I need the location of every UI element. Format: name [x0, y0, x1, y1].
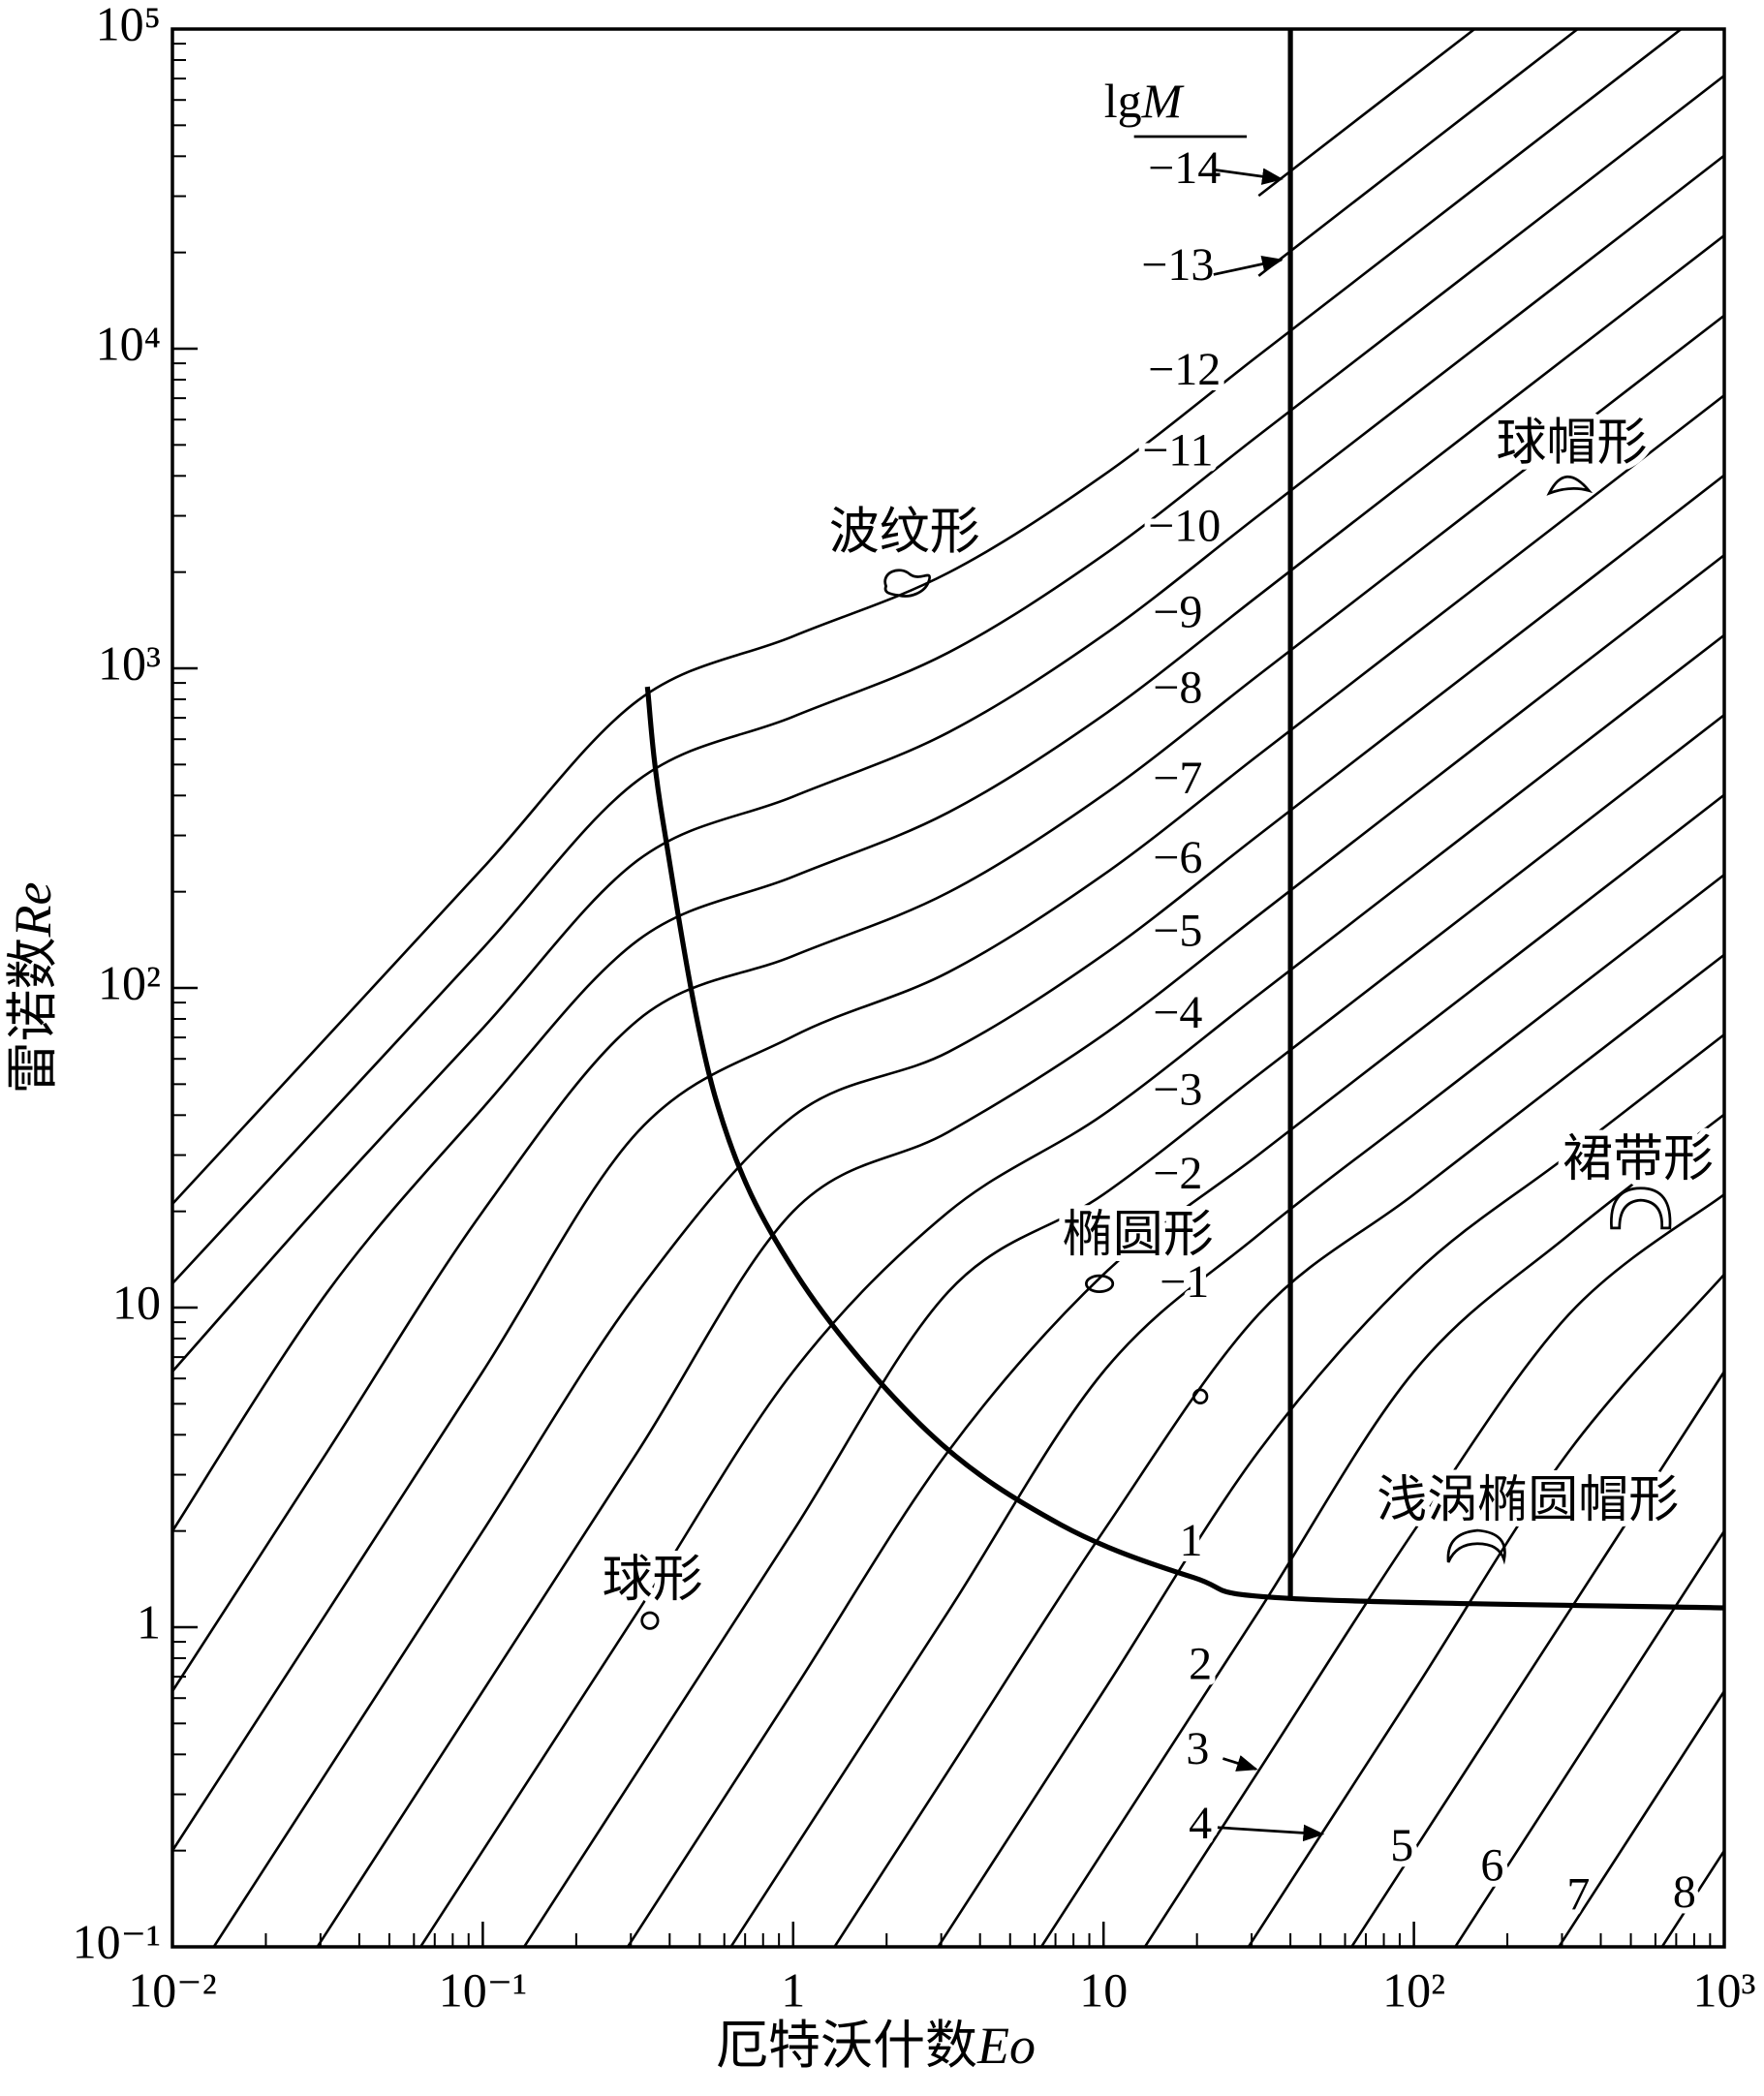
- arrow: [1213, 168, 1284, 185]
- curve-label: −2: [1153, 1148, 1202, 1199]
- header-text: lg: [1104, 74, 1142, 128]
- x-axis-title-var: Eo: [976, 2017, 1036, 2075]
- curve-label: −12: [1148, 344, 1221, 395]
- y-axis-title-var: Re: [4, 882, 62, 939]
- lgm-curve: [172, 75, 1724, 1284]
- arrow: [1213, 255, 1284, 276]
- lgm-curve: [728, 874, 1724, 1947]
- lgm-curve: [522, 714, 1724, 1947]
- curve-label: 6: [1480, 1840, 1503, 1892]
- lgm-curve: [1257, 29, 1477, 198]
- x-tick-label: 1: [781, 1962, 805, 2017]
- wobbly-icon: [883, 569, 931, 598]
- lgm-curve: [212, 474, 1724, 1947]
- cap-icon: [1546, 475, 1594, 496]
- lgm-curve: [1349, 1371, 1724, 1947]
- curve-label: 5: [1390, 1820, 1413, 1871]
- x-tick-label: 10²: [1382, 1962, 1445, 2017]
- y-tick-label: 10⁻¹: [73, 1914, 161, 1968]
- lgm-curve: [172, 314, 1724, 1692]
- region-label: 椭圆形: [1063, 1208, 1214, 1263]
- region-label: 波纹形: [829, 505, 980, 560]
- curve-label: −6: [1153, 832, 1202, 883]
- curve-label: −13: [1141, 239, 1214, 291]
- curve-label: 8: [1673, 1866, 1696, 1918]
- ellipse-icon: [1085, 1274, 1115, 1293]
- lgm-curve: [1557, 1690, 1724, 1947]
- region-label: 球形: [603, 1553, 703, 1608]
- regime-boundary: [644, 686, 1724, 1611]
- lgm-curve: [936, 1033, 1724, 1947]
- lgm-curve: [1039, 1113, 1724, 1947]
- curve-label: 4: [1189, 1798, 1212, 1849]
- curve-label: −9: [1153, 587, 1202, 638]
- lgm-curve: [418, 633, 1724, 1947]
- dimpled-cap-icon: [1446, 1528, 1506, 1565]
- x-tick-label: 10³: [1693, 1962, 1756, 2017]
- curve-label: −10: [1148, 501, 1221, 552]
- x-tick-label: 10⁻²: [128, 1962, 216, 2017]
- skirt-icon: [1610, 1187, 1672, 1230]
- curve-label: −1: [1160, 1256, 1209, 1308]
- curve-label: 1: [1180, 1515, 1203, 1566]
- lgm-curve: [172, 154, 1724, 1372]
- y-tick-label: 10: [112, 1275, 161, 1329]
- lgm-curve: [832, 953, 1724, 1947]
- curve-label: −8: [1153, 663, 1202, 714]
- x-axis-title-text: 厄特沃什数: [716, 2017, 977, 2075]
- curve-label: −5: [1153, 905, 1202, 956]
- curves: [172, 29, 1724, 1947]
- y-tick-label: 10²: [98, 955, 161, 1009]
- sphere-icon: [640, 1611, 660, 1630]
- y-axis-title-text: 雷诺数: [4, 937, 62, 1094]
- x-tick-label: 10: [1079, 1962, 1128, 2017]
- lgm-curve: [172, 234, 1724, 1532]
- region-label: 球帽形: [1496, 416, 1647, 472]
- lgm-curve: [626, 793, 1724, 1947]
- arrow: [1217, 1824, 1325, 1842]
- y-tick-label: 10⁴: [96, 316, 161, 370]
- lgm-curve: [172, 29, 1684, 1205]
- x-axis-title: 厄特沃什数Eo: [716, 2017, 1036, 2075]
- curve-label: 7: [1566, 1869, 1590, 1921]
- curve-label: 2: [1189, 1638, 1212, 1689]
- y-axis-title: 雷诺数Re: [4, 882, 62, 1094]
- region-label: 裙带形: [1563, 1132, 1714, 1187]
- region-label: 浅涡椭圆帽形: [1377, 1473, 1679, 1528]
- header-var: M: [1141, 74, 1185, 128]
- arrow: [1222, 1755, 1258, 1772]
- curve-label: −11: [1142, 425, 1213, 477]
- lgm-curve: [1257, 29, 1580, 277]
- curve-label: −4: [1153, 987, 1202, 1038]
- lgm-curve: [172, 394, 1724, 1852]
- decorations: [640, 135, 1672, 1842]
- lgm-curve: [1453, 1529, 1724, 1947]
- lgm-curve: [1660, 1849, 1724, 1947]
- x-tick-label: 10⁻¹: [439, 1962, 527, 2017]
- lgm-curve: [316, 554, 1724, 1947]
- y-tick-label: 10³: [98, 635, 161, 690]
- y-tick-label: 1: [137, 1594, 161, 1649]
- curve-label: −14: [1148, 142, 1221, 194]
- curve-label: 3: [1186, 1723, 1209, 1774]
- y-tick-label: 10⁵: [96, 0, 161, 50]
- lgm-curve: [1143, 1193, 1724, 1947]
- sphere-icon: [1191, 1388, 1209, 1404]
- lgm-curve: [1247, 1273, 1724, 1947]
- curve-label: −3: [1153, 1064, 1202, 1116]
- curve-label: −7: [1153, 753, 1202, 804]
- lgm-header: lgM: [1104, 74, 1185, 128]
